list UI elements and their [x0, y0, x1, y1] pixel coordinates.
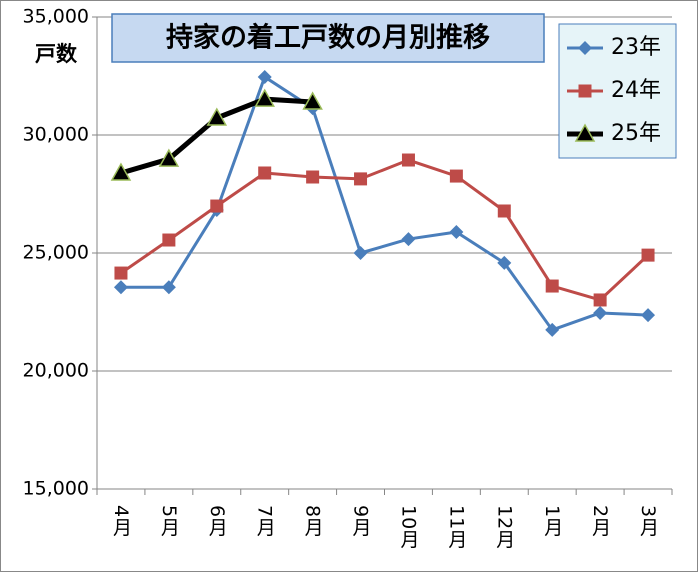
x-tick-label: 8月 [302, 505, 324, 536]
x-tick-label: 2月 [589, 505, 611, 536]
marker [161, 280, 176, 295]
x-tick-label: 5月 [158, 505, 180, 536]
marker [210, 199, 224, 213]
marker [114, 266, 128, 280]
marker [578, 84, 592, 98]
x-tick-label: 4月 [110, 505, 132, 536]
x-tick-label: 7月 [254, 505, 276, 536]
marker [497, 255, 512, 270]
marker [258, 166, 272, 180]
marker [574, 123, 596, 142]
legend-label: 25年 [611, 121, 661, 146]
title-box [111, 13, 545, 63]
marker [257, 69, 272, 84]
marker [162, 233, 176, 247]
y-tick-label: 25,000 [23, 242, 89, 264]
marker [449, 169, 463, 183]
marker [578, 41, 592, 55]
marker [641, 248, 655, 262]
marker [401, 232, 416, 247]
plot [110, 69, 656, 337]
series-line [120, 158, 650, 302]
marker [206, 107, 228, 126]
marker [401, 153, 415, 167]
x-tick-label: 11月 [445, 505, 467, 548]
x-tick-label: 12月 [493, 505, 515, 548]
marker [593, 293, 607, 307]
chart-title: 持家の着工戸数の月別推移 [166, 22, 490, 54]
x-tick-label: 3月 [637, 505, 659, 536]
x-tick-label: 6月 [206, 505, 228, 536]
marker [113, 280, 128, 295]
series-line [120, 75, 649, 332]
y-tick-label: 35,000 [23, 6, 89, 28]
legend-label: 23年 [611, 35, 661, 60]
marker [158, 148, 180, 167]
marker [353, 246, 368, 260]
marker [110, 162, 132, 181]
marker [545, 322, 560, 337]
y-axis-label: 戸数 [35, 42, 78, 66]
y-tick-label: 15,000 [23, 478, 89, 500]
y-tick-label: 30,000 [23, 124, 89, 146]
marker [302, 91, 323, 110]
marker [497, 204, 511, 218]
x-tick-label: 9月 [350, 505, 372, 536]
marker [254, 88, 275, 107]
marker [306, 170, 320, 184]
marker [449, 224, 464, 239]
y-tick-label: 20,000 [23, 360, 89, 382]
legend: 23年 24年 25年 [558, 23, 677, 159]
marker [641, 308, 656, 323]
marker [545, 279, 559, 293]
marker [593, 305, 608, 320]
legend-label: 24年 [611, 78, 661, 103]
x-tick-label: 1月 [541, 505, 563, 536]
x-tick-label: 10月 [397, 505, 419, 548]
grid: 15,000 20,000 25,000 30,000 35,000 4月 5月 6月 7月 8月… [23, 6, 673, 548]
marker [354, 172, 368, 186]
